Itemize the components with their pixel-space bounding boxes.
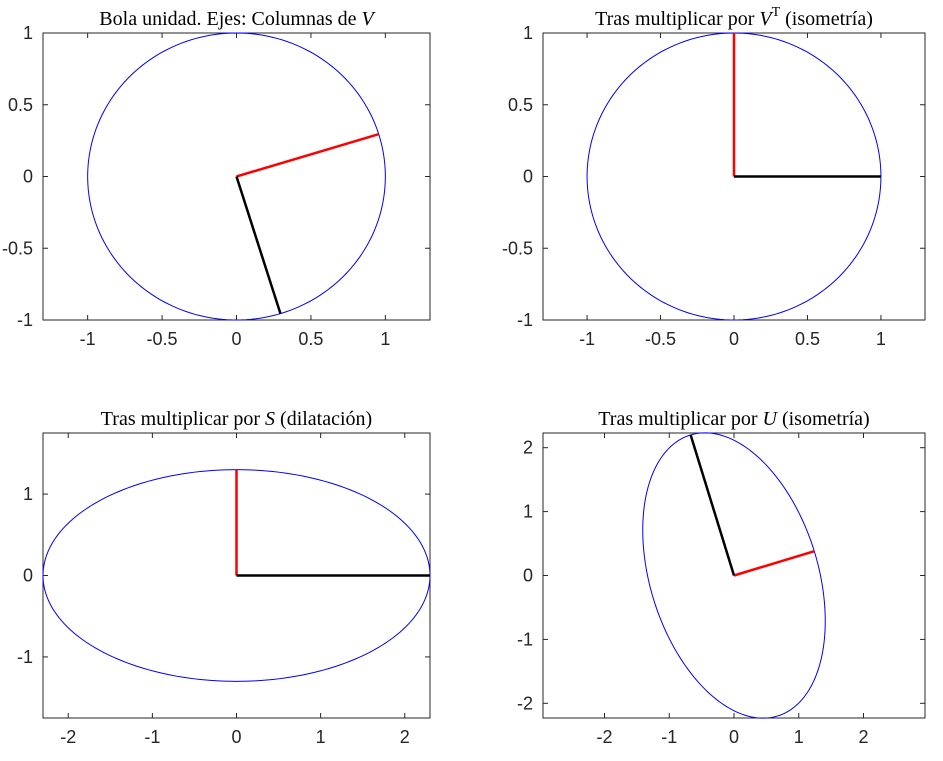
red-vector — [236, 132, 380, 178]
y-tick-label: -1 — [517, 310, 533, 330]
y-tick-label: -1 — [17, 310, 33, 330]
y-tick-label: -1 — [517, 629, 533, 649]
x-tick-label: -0.5 — [147, 329, 178, 349]
subplot-1: -1 -0.5 0 0.5 1 -1 -0.5 0 0.5 1 Bola unidad. Ejes:… — [2, 8, 431, 349]
x-tick-label: -1 — [579, 329, 595, 349]
y-tick-label: 0 — [23, 167, 33, 187]
y-tick-label: 0 — [523, 566, 533, 586]
x-tick-label: 2 — [858, 727, 868, 747]
title-suffix: (isometría) — [777, 408, 870, 430]
x-tick-label: 0.5 — [795, 329, 820, 349]
subplot-title: Bola unidad. Ejes: Columnas de V — [99, 8, 376, 30]
title-superscript: T — [772, 5, 781, 20]
x-tick-label: 1 — [876, 329, 886, 349]
y-tick-label: -1 — [17, 647, 33, 667]
title-symbol: V — [759, 8, 774, 30]
x-tick-label: 1 — [794, 727, 804, 747]
title-prefix: Tras multiplicar por — [101, 408, 265, 430]
x-tick-label: -1 — [80, 329, 96, 349]
subplot-title: Tras multiplicar por S (dilatación) — [101, 408, 372, 430]
y-tick-label: -0.5 — [502, 238, 533, 258]
title-suffix: (dilatación) — [275, 408, 372, 430]
x-tick-label: -2 — [597, 727, 613, 747]
y-tick-label: -2 — [517, 693, 533, 713]
subplot-4: -2 -1 0 1 2 -2 -1 0 1 2 Tras multiplicar por U (is… — [517, 408, 926, 747]
x-tick-label: 1 — [380, 329, 390, 349]
x-tick-label: 1 — [316, 727, 326, 747]
ellipse-curve — [87, 32, 386, 321]
subplot-title: Tras multiplicar por U (isometría) — [598, 408, 869, 430]
y-tick-label: 1 — [23, 484, 33, 504]
ellipse-curve — [42, 469, 431, 682]
subplot-2: -1 -0.5 0 0.5 1 -1 -0.5 0 0.5 1 Tras multiplicar p… — [502, 5, 926, 349]
title-symbol: V — [361, 8, 376, 30]
x-tick-label: -2 — [60, 727, 76, 747]
y-tick-label: 2 — [523, 438, 533, 458]
title-symbol: S — [265, 408, 275, 430]
title-prefix: Tras multiplicar por — [595, 8, 759, 30]
black-vector — [235, 176, 282, 314]
x-tick-label: -1 — [144, 727, 160, 747]
title-suffix: (isometría) — [780, 8, 873, 30]
x-tick-label: -1 — [661, 727, 677, 747]
y-tick-label: 0.5 — [8, 95, 33, 115]
black-vector — [689, 434, 736, 576]
y-tick-label: 0 — [523, 167, 533, 187]
y-tick-label: 0 — [23, 566, 33, 586]
y-tick-label: 1 — [23, 23, 33, 43]
ellipse-curve — [586, 32, 882, 321]
x-tick-label: 0 — [231, 329, 241, 349]
x-tick-label: 2 — [400, 727, 410, 747]
red-vector — [733, 550, 815, 577]
ellipse-curve — [642, 432, 826, 719]
x-tick-label: 0 — [231, 727, 241, 747]
y-tick-label: -0.5 — [2, 238, 33, 258]
x-tick-label: 0 — [729, 329, 739, 349]
subplot-3: -2 -1 0 1 2 -1 0 1 Tras multiplicar por S (dilat… — [17, 408, 431, 747]
y-tick-label: 0.5 — [508, 95, 533, 115]
subplot-title: Tras multiplicar por VT (isometría) — [595, 5, 873, 30]
title-prefix: Bola unidad. Ejes: Columnas de — [99, 8, 361, 30]
x-tick-label: -0.5 — [645, 329, 676, 349]
title-symbol: U — [763, 408, 779, 430]
title-prefix: Tras multiplicar por — [598, 408, 762, 430]
y-tick-label: 1 — [523, 502, 533, 522]
x-tick-label: 0 — [729, 727, 739, 747]
x-tick-label: 0.5 — [298, 329, 323, 349]
y-tick-label: 1 — [523, 23, 533, 43]
